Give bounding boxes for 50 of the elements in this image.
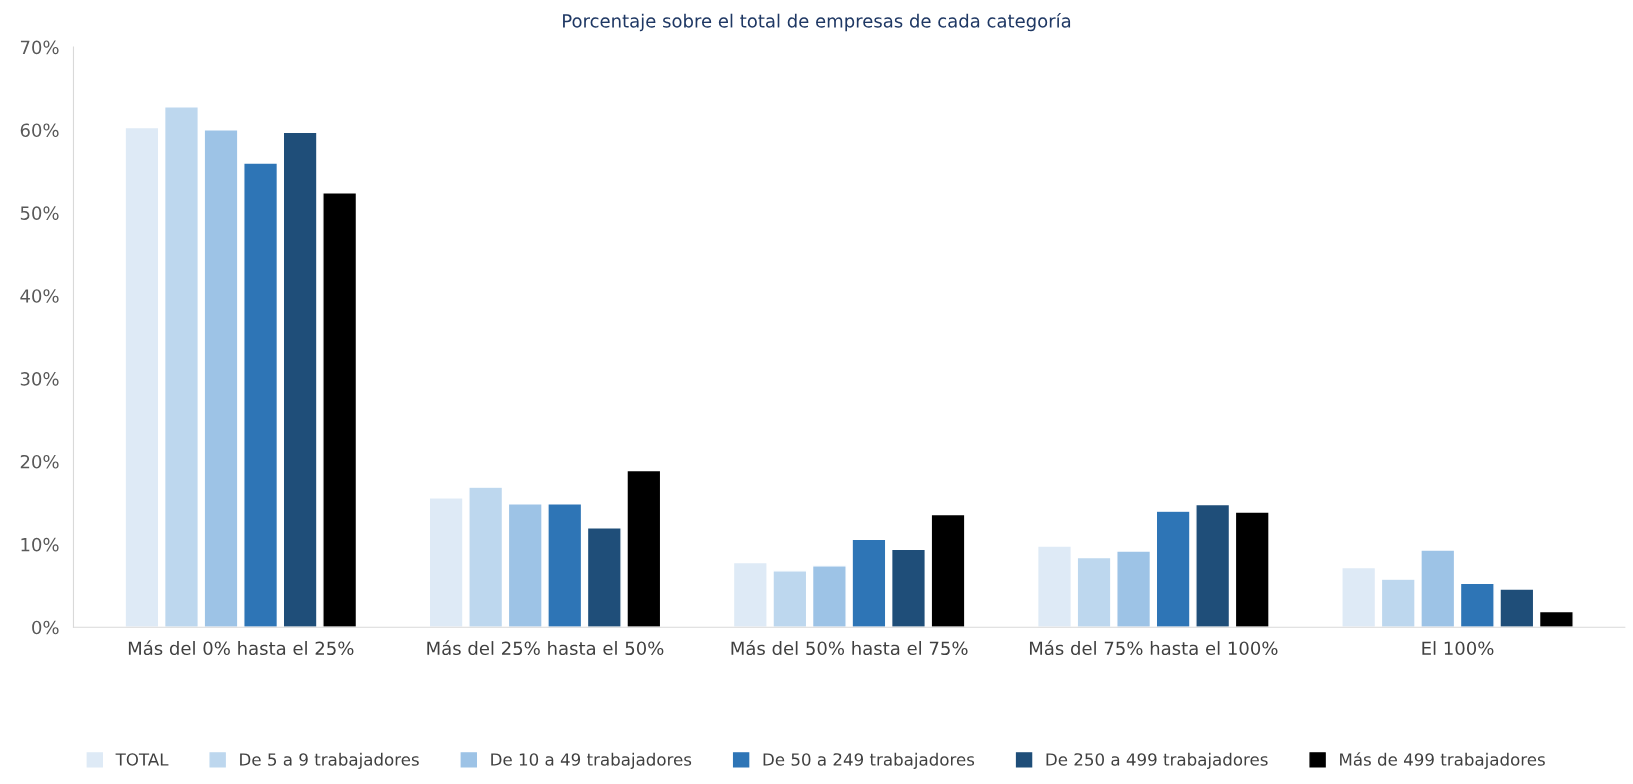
bar bbox=[1499, 588, 1535, 628]
y-tick-label: 0% bbox=[32, 620, 59, 635]
bar bbox=[626, 469, 662, 628]
bar bbox=[547, 503, 583, 628]
bar bbox=[124, 126, 160, 628]
y-tick-label: 30% bbox=[20, 372, 59, 386]
bar bbox=[732, 561, 768, 628]
legend-label: De 5 a 9 trabajadores bbox=[240, 752, 419, 769]
y-tick-label: 40% bbox=[20, 289, 59, 303]
y-tick-label: 20% bbox=[20, 454, 59, 469]
chart-title: Porcentaje sobre el total de empresas de cada categoría bbox=[563, 13, 1071, 32]
bar bbox=[1155, 510, 1191, 628]
bar bbox=[586, 527, 622, 628]
bar bbox=[811, 565, 847, 628]
legend-label: De 50 a 249 trabajadores bbox=[763, 752, 975, 769]
bar bbox=[772, 570, 808, 628]
x-tick-label: Más del 50% hasta el 75% bbox=[731, 640, 968, 656]
bar bbox=[1195, 503, 1231, 628]
x-tick-label: Más del 0% hasta el 25% bbox=[128, 640, 354, 656]
y-tick-label: 50% bbox=[20, 206, 59, 220]
bar bbox=[507, 503, 543, 628]
bar bbox=[1234, 511, 1270, 628]
x-tick-label: Más del 25% hasta el 50% bbox=[427, 640, 664, 656]
y-tick-label: 70% bbox=[20, 40, 59, 55]
legend-label: Más de 499 trabajadores bbox=[1340, 752, 1545, 769]
bar bbox=[1341, 566, 1377, 628]
bar bbox=[1036, 545, 1072, 628]
bar bbox=[1116, 550, 1152, 628]
bar bbox=[203, 129, 239, 628]
bar bbox=[1076, 556, 1112, 628]
bar bbox=[243, 162, 279, 628]
bar bbox=[890, 548, 926, 628]
legend-label: De 10 a 49 trabajadores bbox=[491, 752, 692, 769]
bar bbox=[163, 106, 199, 628]
bar bbox=[851, 538, 887, 628]
legend-label: TOTAL bbox=[115, 753, 169, 766]
legend-label: De 250 a 499 trabajadores bbox=[1046, 752, 1268, 769]
bar bbox=[282, 131, 318, 628]
y-tick-label: 10% bbox=[21, 537, 59, 552]
bar bbox=[1380, 578, 1416, 628]
bar bbox=[468, 486, 504, 628]
bar bbox=[1420, 549, 1456, 628]
y-tick-label: 60% bbox=[20, 123, 59, 138]
bar bbox=[428, 497, 464, 628]
bar bbox=[930, 513, 966, 628]
bar bbox=[1459, 582, 1495, 628]
bar bbox=[322, 192, 358, 628]
x-tick-label: El 100% bbox=[1422, 641, 1494, 656]
x-tick-label: Más del 75% hasta el 100% bbox=[1029, 640, 1278, 656]
bar bbox=[1538, 610, 1574, 628]
